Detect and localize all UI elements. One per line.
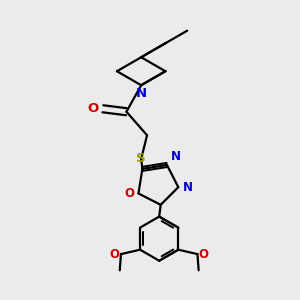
Text: S: S: [136, 152, 146, 165]
Text: O: O: [199, 248, 208, 261]
Text: O: O: [124, 187, 134, 200]
Text: O: O: [87, 102, 98, 115]
Text: N: N: [182, 181, 192, 194]
Text: N: N: [136, 87, 147, 100]
Text: N: N: [170, 150, 181, 163]
Text: O: O: [110, 248, 120, 261]
